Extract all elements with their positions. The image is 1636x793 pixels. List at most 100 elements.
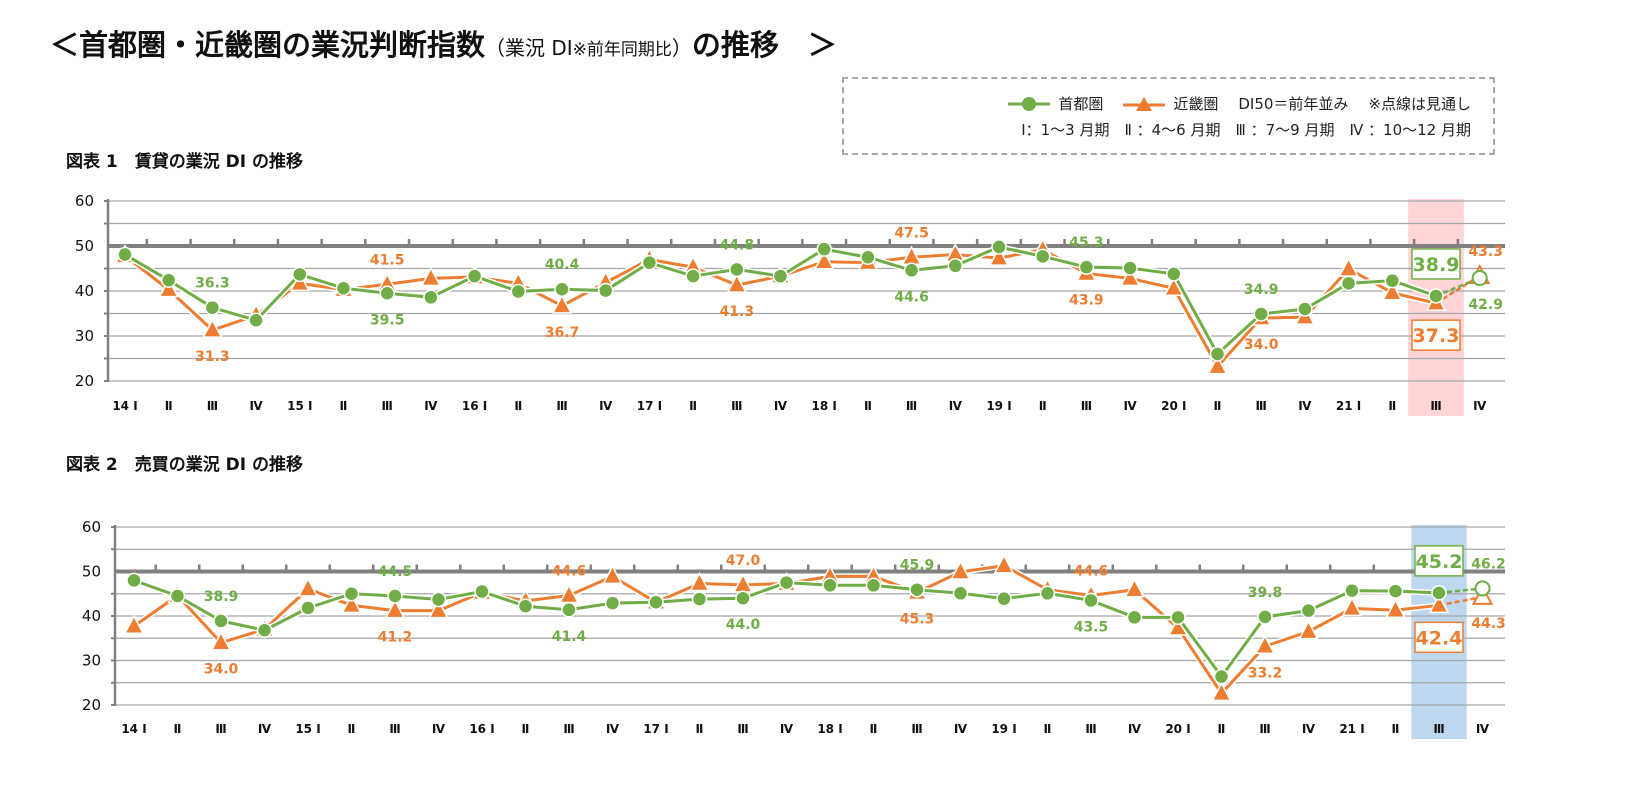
data-label-box xyxy=(1411,319,1461,351)
data-point-kinki xyxy=(813,250,835,270)
data-point-kinki xyxy=(420,266,442,287)
data-point-shutoken xyxy=(126,572,142,589)
y-tick-label: 30 xyxy=(75,327,94,345)
x-tick-label: Ⅲ xyxy=(1430,399,1441,413)
data-point-kinki xyxy=(1428,593,1450,614)
x-tick-label: Ⅳ xyxy=(1473,399,1487,413)
data-point-shutoken xyxy=(772,268,789,284)
data-label: 44.8 xyxy=(720,237,755,253)
data-point-shutoken xyxy=(641,254,658,271)
x-tick-label: 21 Ⅰ xyxy=(1339,722,1364,736)
x-tick-label: Ⅳ xyxy=(780,722,794,736)
data-label: 34.0 xyxy=(204,662,239,678)
data-point-shutoken xyxy=(865,577,882,594)
data-point-shutoken xyxy=(1126,609,1143,626)
data-label: 42.4 xyxy=(1416,627,1463,649)
data-label: 41.4 xyxy=(552,629,587,645)
data-point-kinki xyxy=(1338,257,1359,277)
data-point-shutoken xyxy=(1340,275,1357,292)
x-tick-label: 21 Ⅰ xyxy=(1336,399,1361,413)
x-tick-label: Ⅱ xyxy=(1392,722,1400,736)
data-point-shutoken xyxy=(1384,272,1401,289)
legend-quarters: Ⅰ：1～3 月期 Ⅱ ：4～6 月期 Ⅲ ：7～9 月期 Ⅳ ：10～12 月期 xyxy=(1021,121,1471,139)
x-tick-label: Ⅲ xyxy=(737,722,748,736)
data-point-shutoken xyxy=(1431,585,1447,601)
data-point-shutoken xyxy=(1297,301,1313,317)
data-point-shutoken xyxy=(648,594,664,610)
data-point-shutoken xyxy=(691,591,708,607)
data-point-shutoken xyxy=(1039,585,1056,602)
x-tick-label: 16 Ⅰ xyxy=(462,399,487,413)
data-point-kinki xyxy=(988,246,1010,266)
data-point-kinki xyxy=(993,554,1015,574)
y-tick-label: 60 xyxy=(75,192,94,210)
data-label: 31.3 xyxy=(195,349,230,365)
x-tick-label: 16 Ⅰ xyxy=(469,722,494,736)
data-label: 34.0 xyxy=(1244,337,1279,353)
y-tick-label: 50 xyxy=(82,563,101,581)
data-label: 45.2 xyxy=(1416,551,1463,573)
data-point-shutoken xyxy=(1344,582,1360,599)
data-point-kinki xyxy=(1341,596,1363,617)
data-label: 40.4 xyxy=(545,257,580,273)
y-tick-label: 50 xyxy=(75,237,94,255)
x-tick-label: 20 Ⅰ xyxy=(1165,722,1190,736)
data-point-shutoken xyxy=(561,602,577,618)
y-tick-label: 60 xyxy=(82,518,101,536)
data-point-shutoken xyxy=(1387,583,1404,599)
data-point-kinki xyxy=(1254,634,1276,655)
data-label: 45.9 xyxy=(900,558,935,574)
x-tick-label: Ⅳ xyxy=(1124,399,1138,413)
x-tick-label: Ⅳ xyxy=(954,722,968,736)
data-point-shutoken xyxy=(169,588,186,604)
y-tick-label: 40 xyxy=(82,607,101,625)
x-tick-label: Ⅳ xyxy=(250,399,264,413)
data-label: 36.7 xyxy=(545,325,580,341)
data-point-kinki xyxy=(384,599,406,619)
data-point-kinki xyxy=(428,599,449,619)
data-label: 44.6 xyxy=(1074,564,1109,580)
x-tick-label: 17 Ⅰ xyxy=(643,722,668,736)
x-tick-label: Ⅱ xyxy=(1388,399,1396,413)
x-tick-label: Ⅲ xyxy=(382,399,393,413)
data-point-shutoken xyxy=(597,282,614,299)
x-tick-label: Ⅲ xyxy=(1256,399,1267,413)
x-tick-label: Ⅱ xyxy=(1218,722,1226,736)
data-label: 38.9 xyxy=(1413,254,1460,276)
data-point-kinki xyxy=(210,631,232,651)
data-point-shutoken xyxy=(554,281,570,297)
legend-dotted-note: ※点線は見通し xyxy=(1368,95,1471,113)
chart2-plot: 20 30 40 50 60 14 Ⅰ Ⅱ Ⅲ Ⅳ 15 Ⅰ Ⅱ Ⅲ Ⅳ 16 Ⅰ Ⅱ Ⅲ Ⅳ 17 Ⅰ Ⅱ Ⅲ Ⅳ 18… xyxy=(82,518,1506,739)
data-label: 43.9 xyxy=(1069,292,1104,308)
data-label: 45.3 xyxy=(900,611,935,627)
data-label: 41.5 xyxy=(370,252,405,268)
x-tick-label: Ⅱ xyxy=(514,399,522,413)
data-label: 47.5 xyxy=(894,225,929,241)
data-point-shutoken xyxy=(729,261,745,278)
y-tick-label: 30 xyxy=(82,652,101,670)
data-point-shutoken xyxy=(952,585,969,602)
data-point-kinki xyxy=(602,564,623,585)
data-point-shutoken xyxy=(735,590,751,606)
data-point-shutoken xyxy=(1300,602,1317,619)
data-point-shutoken xyxy=(343,586,360,602)
x-tick-label: Ⅲ xyxy=(1259,722,1270,736)
x-tick-label: Ⅳ xyxy=(1476,722,1490,736)
x-tick-label: Ⅲ xyxy=(1085,722,1096,736)
x-tick-label: Ⅳ xyxy=(424,399,438,413)
forecast-line xyxy=(1438,595,1483,607)
data-label: 34.9 xyxy=(1244,282,1279,298)
data-point-kinki xyxy=(1124,578,1145,598)
data-label: 47.0 xyxy=(726,553,761,569)
data-point-shutoken xyxy=(1474,580,1491,597)
data-point-kinki xyxy=(1382,281,1403,301)
data-point-shutoken xyxy=(213,613,229,629)
legend-series2: 近畿圏 xyxy=(1173,95,1219,113)
data-point-kinki xyxy=(158,278,179,298)
x-tick-label: Ⅲ xyxy=(215,722,226,736)
page-title: ＜首都圏・近畿圏の業況判断指数（業況 DI※前年同期比）の推移 ＞ xyxy=(50,22,837,64)
data-point-shutoken xyxy=(1170,609,1186,626)
x-tick-label: Ⅲ xyxy=(389,722,400,736)
legend-baseline-note: DI50＝前年並み xyxy=(1238,95,1349,113)
x-tick-label: Ⅳ xyxy=(432,722,446,736)
